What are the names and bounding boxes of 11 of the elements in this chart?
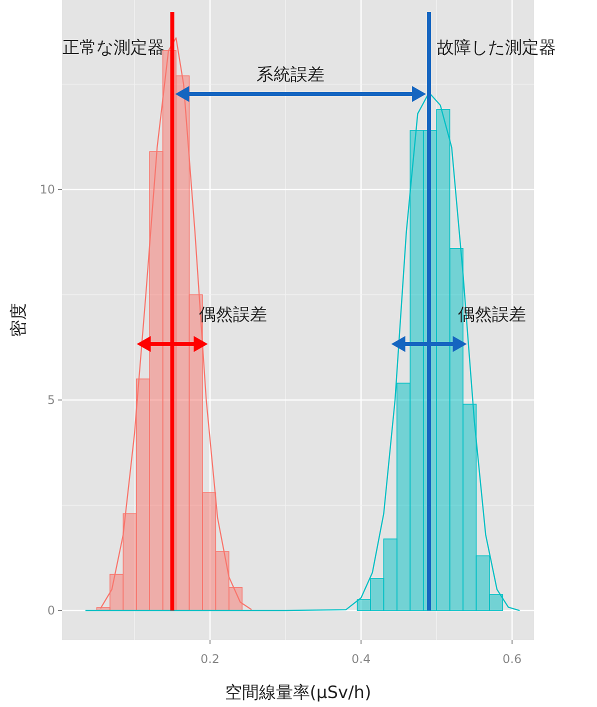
annotation: 系統誤差	[256, 65, 325, 85]
y-tick-label: 10	[40, 182, 55, 196]
ref-line-label: 故障した測定器	[437, 38, 556, 58]
y-axis-title: 密度	[9, 303, 29, 337]
x-tick-label: 0.4	[352, 652, 371, 666]
x-tick-label: 0.6	[502, 652, 522, 666]
x-axis-title: 空間線量率(µSv/h)	[224, 683, 372, 703]
x-tick-label: 0.2	[200, 652, 220, 666]
ref-line-label: 正常な測定器	[62, 38, 164, 58]
y-tick-label: 0	[47, 604, 55, 618]
y-tick-label: 5	[47, 393, 55, 407]
